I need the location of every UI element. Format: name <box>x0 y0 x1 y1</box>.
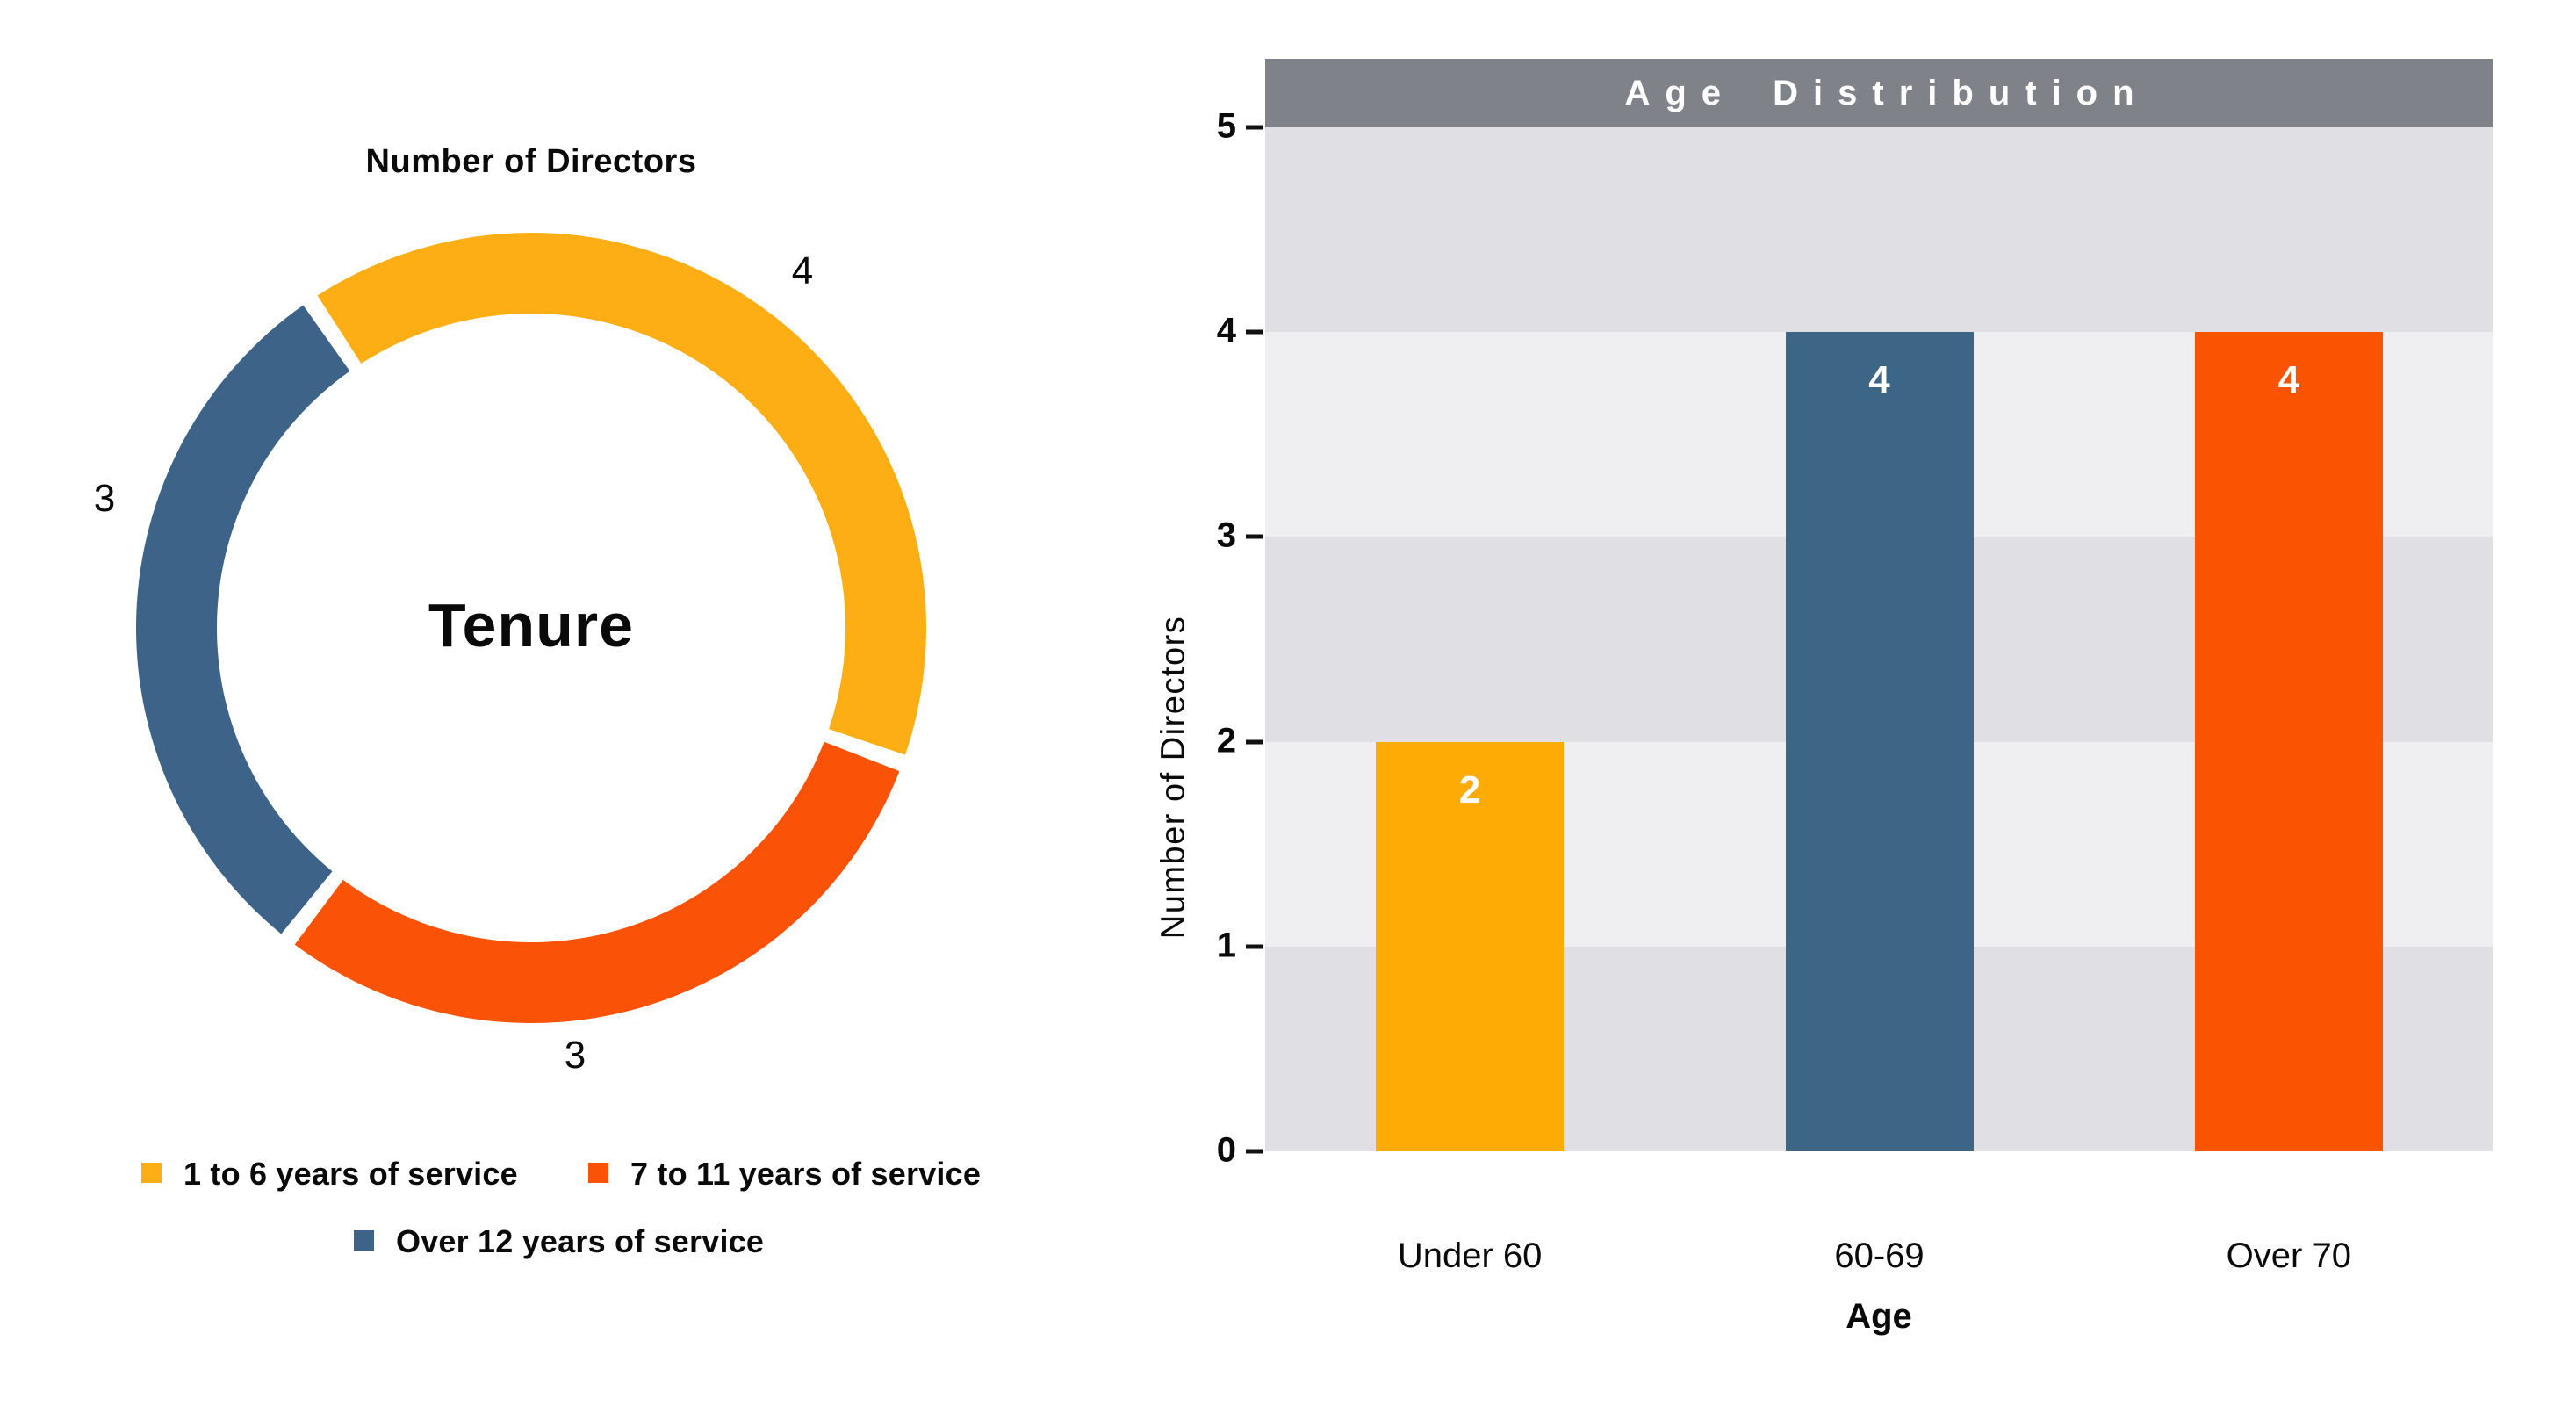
legend-label: 7 to 11 years of service <box>630 1156 982 1192</box>
donut-slice-3 <box>135 305 350 934</box>
bar-over-70: 4 <box>2194 332 2383 1151</box>
bar-60-69: 4 <box>1785 332 1974 1151</box>
donut-chart-title: Number of Directors <box>365 143 697 180</box>
y-tick-label: 2 <box>1216 721 1236 761</box>
y-tick-label: 5 <box>1216 106 1236 146</box>
legend-item: 7 to 11 years of service <box>588 1157 981 1192</box>
legend-item: Over 12 years of service <box>354 1224 764 1259</box>
legend-swatch-icon <box>141 1163 162 1183</box>
y-tick-mark <box>1246 739 1263 745</box>
x-axis-title: Age <box>1846 1297 1912 1336</box>
x-category-label: Under 60 <box>1397 1236 1543 1275</box>
donut-slice-value: 3 <box>564 1034 586 1077</box>
donut-slice-1 <box>317 233 926 755</box>
chart-header-bar: Age Distribution <box>1265 59 2493 127</box>
y-tick-label: 4 <box>1216 311 1236 350</box>
legend-label: Over 12 years of service <box>396 1223 765 1259</box>
y-axis-title: Number of Directors <box>1155 615 1192 940</box>
y-tick-mark <box>1246 534 1263 539</box>
bar-under-60: 2 <box>1376 741 1565 1151</box>
donut-center-label: Tenure <box>428 590 635 660</box>
legend-swatch-icon <box>588 1163 608 1183</box>
legend-item: 1 to 6 years of service <box>141 1157 518 1192</box>
legend-swatch-icon <box>354 1230 374 1251</box>
bar-value-label: 2 <box>1458 768 1481 811</box>
x-category-label: 60-69 <box>1834 1236 1925 1275</box>
bar-value-label: 4 <box>1868 358 1890 402</box>
donut-slice-value: 4 <box>791 249 814 292</box>
bar-value-label: 4 <box>2277 358 2300 402</box>
y-tick-mark <box>1246 125 1263 130</box>
bar-plot-area: Age Distribution 2 4 4 <box>1265 59 2493 1151</box>
y-tick-label: 0 <box>1216 1130 1236 1170</box>
y-tick-mark <box>1246 329 1263 335</box>
y-tick-mark <box>1246 1149 1263 1154</box>
y-tick-mark <box>1246 944 1263 949</box>
y-tick-label: 3 <box>1216 515 1236 555</box>
bar-chart-title: Age Distribution <box>1624 73 2149 112</box>
plot-band-row <box>1265 127 2493 333</box>
y-tick-label: 1 <box>1216 926 1236 965</box>
donut-slice-value: 3 <box>93 477 116 520</box>
x-category-label: Over 70 <box>2226 1236 2351 1275</box>
legend-label: 1 to 6 years of service <box>183 1156 518 1192</box>
donut-slice-2 <box>294 741 900 1023</box>
